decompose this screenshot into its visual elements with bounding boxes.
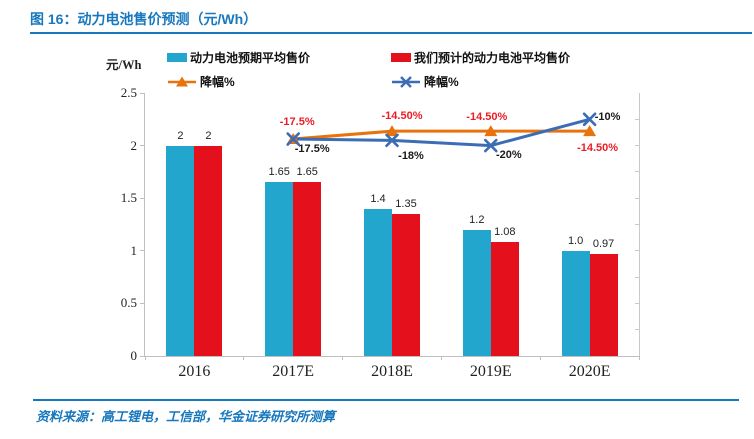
bar-value-label: 1.35 xyxy=(395,197,417,210)
y-axis-tick-label: 2.5 xyxy=(120,85,137,100)
bar xyxy=(265,182,294,356)
x-axis-tick xyxy=(144,356,146,360)
legend-label: 动力电池预期平均售价 xyxy=(190,51,311,65)
secondary-axis-tick xyxy=(635,197,639,199)
line-data-label: -17.5% xyxy=(294,143,330,156)
line-data-label: -14.50% xyxy=(466,111,508,124)
chart-legend: 动力电池预期平均售价 我们预计的动力电池平均售价降幅% 降幅% xyxy=(167,49,667,90)
decline-line-blue xyxy=(293,117,590,148)
bar-value-label: 2 xyxy=(205,129,212,142)
decline-lines-layer xyxy=(286,112,597,153)
y-axis-unit-label: 元/Wh xyxy=(106,58,142,72)
line-data-label: -20% xyxy=(495,148,522,161)
line-data-label: -18% xyxy=(398,150,424,163)
bar-value-label: 1.4 xyxy=(370,192,386,205)
line-marker-x-icon xyxy=(286,132,300,146)
bar-value-label: 1.65 xyxy=(296,166,318,179)
x-axis-tick-label: 2019E xyxy=(469,363,512,380)
bar-value-label: 1.2 xyxy=(469,213,485,226)
secondary-axis-tick xyxy=(635,145,639,147)
y-axis-tick-label: 1 xyxy=(130,242,138,258)
y-axis-tick-label: 2 xyxy=(130,137,138,153)
bar xyxy=(392,213,420,356)
bar-value-label: 0.97 xyxy=(592,237,615,250)
x-axis-tick-label: 2018E xyxy=(371,363,413,380)
legend-item-decline-pct-blue: 降幅% xyxy=(391,73,667,90)
line-data-label: -10% xyxy=(594,111,621,124)
legend-x-line-icon xyxy=(392,75,420,88)
legend-label: 我们预计的动力电池平均售价 xyxy=(414,51,571,65)
x-axis-tick xyxy=(638,356,640,360)
figure-title: 图 16：动力电池售价预测（元/Wh） xyxy=(30,11,258,27)
legend-swatch-icon xyxy=(167,53,187,62)
y-axis-tick xyxy=(140,355,145,357)
bar xyxy=(490,242,519,356)
line-data-label: -17.5% xyxy=(279,116,315,129)
line-data-label: -14.50% xyxy=(577,142,619,155)
secondary-axis-tick xyxy=(635,276,639,278)
line-data-label: -14.50% xyxy=(381,110,423,123)
y-axis-tick xyxy=(140,302,145,304)
bar xyxy=(561,250,590,356)
line-marker-triangle-icon xyxy=(484,125,498,137)
line-marker-x-icon xyxy=(484,138,498,153)
bar-value-label: 1.0 xyxy=(567,234,584,247)
y-axis-tick-label: 0 xyxy=(130,348,138,363)
y-axis-tick xyxy=(140,92,145,94)
x-axis-tick xyxy=(539,356,541,360)
bar-value-label: 2 xyxy=(177,129,184,142)
line-marker-x-icon xyxy=(385,133,399,148)
y-axis-tick xyxy=(140,145,145,147)
legend-label: 降幅% xyxy=(424,75,459,89)
source-note: 资料来源：高工锂电，工信部，华金证券研究所测算 xyxy=(36,409,336,424)
x-axis-tick-label: 2017E xyxy=(272,363,315,380)
secondary-axis-tick xyxy=(635,250,639,252)
bar xyxy=(589,253,618,356)
y-axis-tick-label: 0.5 xyxy=(120,295,137,311)
chart-plot-area: 0 0.5 1 1.5 2 2.5 2016 2017E 2018E 2019E 2020E 2 1.6… xyxy=(121,85,640,380)
x-axis-tick xyxy=(342,356,344,360)
bar xyxy=(293,182,322,356)
secondary-axis-tick xyxy=(635,118,639,120)
secondary-axis-tick xyxy=(635,302,639,304)
legend-item-decline-pct-orange: 降幅% xyxy=(167,73,391,90)
x-axis-tick xyxy=(440,356,442,360)
legend-label: 降幅% xyxy=(200,75,235,89)
bar xyxy=(194,145,223,356)
x-axis-tick-label: 2016 xyxy=(178,363,211,380)
footer-divider xyxy=(33,399,739,401)
legend-item-our-forecast-price: 我们预计的动力电池平均售价 xyxy=(391,49,667,66)
line-marker-triangle-icon xyxy=(385,125,399,137)
line-marker-x-icon xyxy=(582,112,597,127)
bar xyxy=(364,208,392,356)
y-axis-tick-label: 1.5 xyxy=(120,190,137,206)
bar xyxy=(166,145,195,356)
secondary-axis-tick xyxy=(635,171,639,173)
secondary-axis-tick xyxy=(635,329,639,331)
x-axis-tick xyxy=(243,356,245,360)
legend-swatch-icon xyxy=(391,53,411,62)
bar xyxy=(462,229,491,356)
title-divider xyxy=(30,32,752,34)
legend-triangle-line-icon xyxy=(168,76,196,86)
legend-item-expected-price: 动力电池预期平均售价 xyxy=(167,49,391,66)
line-marker-triangle-icon xyxy=(583,125,597,137)
x-axis-tick-label: 2020E xyxy=(568,363,611,380)
secondary-axis-tick xyxy=(635,224,639,225)
bar-value-label: 1.65 xyxy=(268,166,290,179)
bar-value-label: 1.08 xyxy=(494,226,516,239)
y-axis-tick xyxy=(140,250,145,252)
y-axis-tick xyxy=(140,197,145,199)
